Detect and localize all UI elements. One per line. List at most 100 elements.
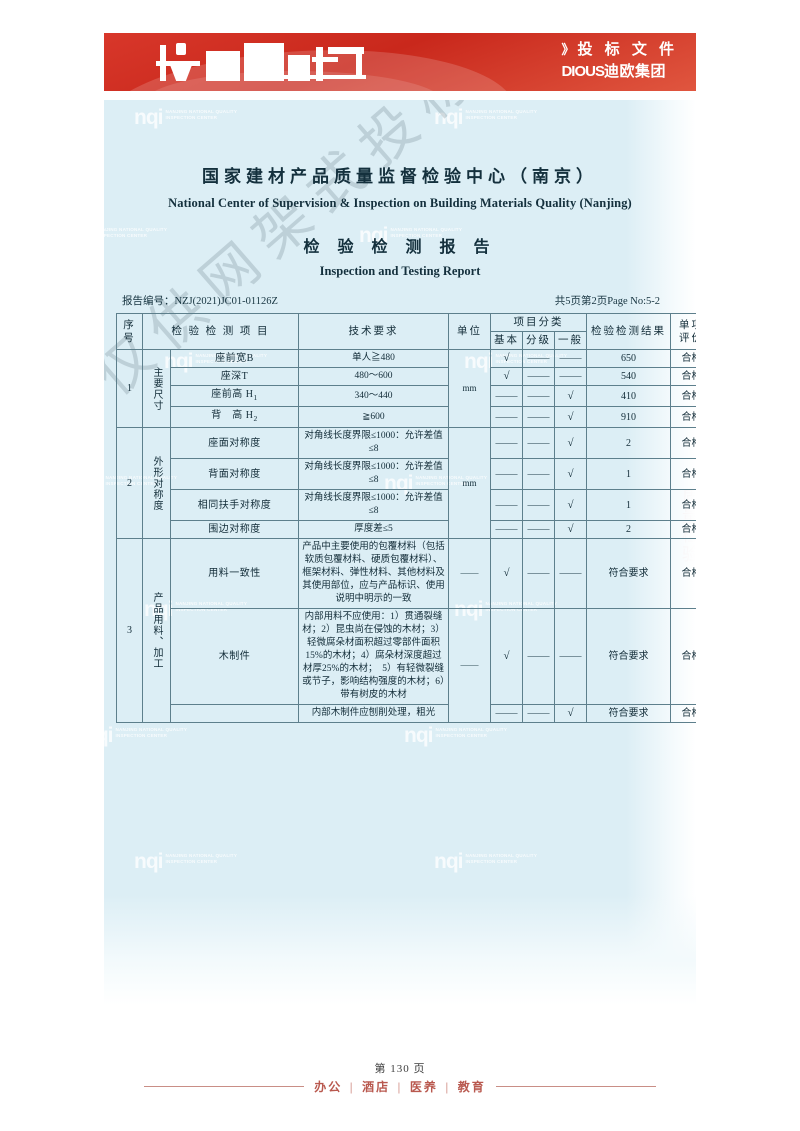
cell-item: 相同扶手对称度 [170, 489, 299, 521]
cell-requirement: 对角线长度界限≤1000：允许差值≤8 [298, 427, 449, 459]
cell-evaluation: 合格 [670, 704, 696, 723]
page-info: 共5页第2页Page No:5-2 [554, 296, 660, 307]
cell-requirement: 对角线长度界限≤1000：允许差值≤8 [298, 489, 449, 521]
cell-group-name: 外形对称度 [142, 427, 171, 539]
footer-tag-separator: | [439, 1080, 456, 1094]
footer-category-tags: 办公 | 酒店 | 医养 | 教育 [314, 1078, 485, 1095]
report-title-en: Inspection and Testing Report [319, 264, 481, 278]
cell-item-subscript: 1 [253, 393, 258, 402]
banner-title-row: 》投 标 文 件 [561, 40, 678, 60]
table-row: 3 产品用料、加工 用料一致性 产品中主要使用的包覆材料（包括软质包覆材料、硬质包覆材… [116, 538, 696, 723]
th-item: 检 验 检 测 项 目 [142, 313, 299, 350]
cell-requirement: 340～440 [298, 385, 449, 407]
cell-result: 650 [586, 349, 672, 368]
cell-requirement: 单人≧480 [298, 349, 449, 368]
cell-item: 背面对称度 [170, 458, 299, 490]
th-evaluation: 单项评价 [670, 313, 696, 350]
cell-evaluation: 合格 [670, 520, 696, 539]
cell-result: 540 [586, 367, 672, 386]
cell-item: 座面对称度 [170, 427, 299, 459]
cell-requirement: 内部木制件应刨削处理，粗光 [298, 704, 449, 723]
cell-class-basic: √ [490, 608, 523, 705]
cell-class-basic: —— [490, 427, 523, 459]
document-body: 国家建材产品质量监督检验中心（南京） National Center of Su… [104, 162, 696, 723]
cell-class-graded: —— [522, 538, 555, 609]
footer-tag-separator: | [392, 1080, 408, 1094]
th-cls-graded: 分级 [522, 331, 555, 350]
cell-class-general: —— [553, 538, 588, 609]
table-header-row: 序号 检 验 检 测 项 目 技术要求 单位 项目分类 检验检测结果 单项评价 [116, 313, 696, 350]
table-head: 序号 检 验 检 测 项 目 技术要求 单位 项目分类 检验检测结果 单项评价 … [116, 313, 696, 350]
cell-class-general: —— [553, 349, 588, 368]
th-classification: 项目分类 [489, 313, 588, 332]
cell-sequence: 2 [116, 427, 143, 539]
cell-class-basic: √ [490, 367, 523, 386]
cell-class-graded: —— [522, 385, 555, 407]
footer-page-number: 第 130 页 [374, 1063, 426, 1075]
cell-class-general: —— [553, 367, 588, 386]
cell-evaluation: 合格 [670, 608, 696, 705]
footer-tag: 酒店 [362, 1080, 391, 1094]
cell-class-general: √ [553, 704, 588, 723]
cell-result: 1 [586, 458, 672, 490]
brand-cn-text: 迪欧集团 [603, 63, 666, 80]
cell-item: 座前高 H1 [170, 385, 299, 407]
cell-group-name: 主要尺寸 [142, 349, 171, 428]
footer-tag-line: 办公 | 酒店 | 医养 | 教育 [0, 1078, 800, 1095]
cell-unit: —— [448, 608, 491, 723]
cell-requirement: 产品中主要使用的包覆材料（包括软质包覆材料、硬质包覆材料）、框架材料、弹性材料、… [298, 538, 449, 609]
top-banner: 》投 标 文 件 DIOUS迪欧集团 [104, 33, 696, 91]
cell-unit: —— [448, 538, 491, 609]
cell-item: 座深T [170, 367, 299, 386]
cell-result: 910 [586, 406, 672, 428]
cell-class-general: —— [553, 608, 588, 705]
banner-title-text: 投 标 文 件 [577, 41, 678, 58]
cell-requirement: 厚度差≤5 [298, 520, 449, 539]
banner-brand-block: 》投 标 文 件 DIOUS迪欧集团 [561, 40, 678, 82]
table-row: 背 高 H2≧600————√910合格 [117, 406, 696, 428]
cell-evaluation: 合格 [670, 367, 696, 386]
banner-brand-row: DIOUS迪欧集团 [561, 62, 678, 82]
cell-unit: mm [448, 349, 491, 428]
cell-result: 符合要求 [586, 538, 672, 609]
cell-requirement: ≧600 [298, 406, 449, 428]
cell-group-name: 产品用料、加工 [142, 538, 171, 723]
cell-class-graded: —— [522, 608, 555, 705]
report-number-value: NZJ(2021)JC01-01126Z [174, 296, 278, 307]
cell-item [170, 704, 299, 723]
footer-tag: 医养 [409, 1080, 438, 1094]
cell-class-basic: —— [490, 406, 523, 428]
cell-class-graded: —— [522, 427, 555, 459]
scan-bottom-fade [104, 895, 696, 1005]
th-cls-general: 一般 [553, 331, 588, 350]
report-meta-row: 报告编号：NZJ(2021)JC01-01126Z 共5页第2页Page No:… [116, 293, 684, 308]
th-seq: 序号 [116, 313, 143, 350]
cell-class-basic: —— [490, 489, 523, 521]
cell-class-basic: —— [490, 458, 523, 490]
cell-requirement: 对角线长度界限≤1000：允许差值≤8 [298, 458, 449, 490]
cell-evaluation: 合格 [670, 406, 696, 428]
cell-class-basic: √ [490, 349, 523, 368]
cell-item: 背 高 H2 [170, 406, 299, 428]
cell-item-subscript: 2 [253, 414, 258, 423]
cell-requirement: 内部用料不应使用：1）贯通裂缝材；2）昆虫尚在侵蚀的木材；3）轻微腐朵材面积超过… [298, 608, 449, 705]
report-number: 报告编号：NZJ(2021)JC01-01126Z [122, 293, 278, 308]
footer-rule-left [144, 1086, 305, 1087]
cell-item: 木制件 [170, 608, 299, 705]
table-body: 1主要尺寸座前宽B单人≧480mm√————650合格座深T480～600√——… [116, 349, 696, 723]
cell-result: 符合要求 [586, 704, 672, 723]
cell-class-general: √ [553, 520, 588, 539]
cell-evaluation: 合格 [670, 427, 696, 459]
cell-result: 1 [586, 489, 672, 521]
